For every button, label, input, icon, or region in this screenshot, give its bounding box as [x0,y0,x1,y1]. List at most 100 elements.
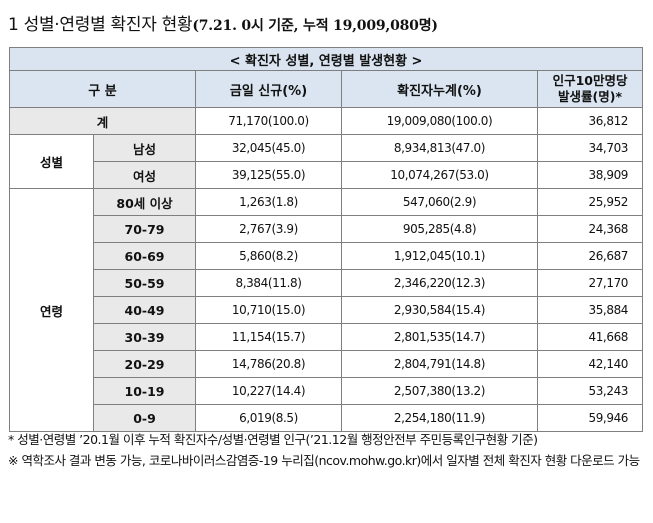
header-cumulative: 확진자누계(%) [341,70,538,108]
age-new-pct: (8.5) [271,411,298,425]
age-row-label: 20-29 [93,350,196,378]
age-cum-value: 1,912,045 [393,249,452,263]
age-new-pct: (14.4) [271,384,306,398]
age-cum-value: 2,254,180 [393,411,452,425]
table-row: 여성 39,125(55.0) 10,074,267(53.0) 38,909 [10,161,644,189]
sex-new-pct: (45.0) [271,141,306,155]
table-row: 성별 남성 32,045(45.0) 8,934,813(47.0) 34,703 [9,134,644,189]
table-row: 50-59 8,384(11.8) 2,346,220(12.3) 27,170 [10,269,644,297]
age-row-label: 50-59 [93,269,196,297]
header-per100k: 인구10만명당 발생률(명)* [536,70,644,108]
age-cum-value: 2,507,380 [393,384,452,398]
sex-cum-pct: (53.0) [455,168,489,182]
table-row: 60-69 5,860(8.2) 1,912,045(10.1) 26,687 [10,242,644,270]
age-row-label: 0-9 [93,404,196,432]
age-rate: 26,687 [536,242,644,270]
age-row-label: 70-79 [93,215,196,243]
table-row: 70-79 2,767(3.9) 905,285(4.8) 24,368 [10,215,644,243]
age-new-pct: (11.8) [267,276,302,290]
table-row: 40-49 10,710(15.0) 2,930,584(15.4) 35,884 [10,296,644,324]
total-new: 71,170 [228,114,268,128]
age-new-value: 2,767 [239,222,272,236]
age-cum-pct: (4.8) [449,222,477,236]
age-cum-value: 2,804,791 [393,357,452,371]
table-row: 20-29 14,786(20.8) 2,804,791(14.8) 42,140 [10,350,644,378]
age-group-label: 연령 [9,188,94,432]
age-cum-value: 905,285 [402,222,450,236]
age-new-pct: (1.8) [271,195,298,209]
age-new-value: 14,786 [231,357,272,371]
age-row-label: 30-39 [93,323,196,351]
age-cum-pct: (11.9) [451,411,486,425]
age-new-pct: (8.2) [271,249,298,263]
age-rate: 41,668 [536,323,644,351]
table-row: 0-9 6,019(8.5) 2,254,180(11.9) 59,946 [10,404,644,432]
title-sub: (7.21. 0시 기준, 누적 19,009,080명) [192,18,438,34]
total-cum-pct: (100.0) [451,114,493,128]
age-row-label: 10-19 [93,377,196,405]
age-cum-value: 2,346,220 [393,276,452,290]
age-new-value: 10,227 [231,384,272,398]
age-cum-pct: (13.2) [451,384,486,398]
age-new-pct: (15.7) [271,330,306,344]
age-row-label: 40-49 [93,296,196,324]
age-new-pct: (20.8) [271,357,306,371]
table-caption: < 확진자 성별, 연령별 발생현황 > [8,47,644,71]
age-cum-pct: (2.9) [449,195,477,209]
sex-new-pct: (55.0) [271,168,306,182]
sex-new-value: 32,045 [231,141,272,155]
header-per100k-line1: 인구10만명당 [552,73,628,88]
age-cum-pct: (15.4) [451,303,486,317]
sex-group-label: 성별 [9,134,94,189]
sex-row-label: 여성 [93,161,196,189]
total-rate: 36,812 [536,107,644,135]
age-rate: 59,946 [536,404,644,432]
age-new-value: 11,154 [231,330,272,344]
age-row-label: 60-69 [93,242,196,270]
sex-rate: 38,909 [536,161,644,189]
footnote-1: * 성별·연령별 ’20.1월 이후 누적 확진자수/성별·연령별 인구(’21… [8,432,538,447]
table-row: 30-39 11,154(15.7) 2,801,535(14.7) 41,668 [10,323,644,351]
sex-new-value: 39,125 [231,168,272,182]
age-row-label: 80세 이상 [93,188,196,216]
age-cum-pct: (10.1) [451,249,486,263]
age-new-pct: (15.0) [271,303,306,317]
total-label: 계 [9,107,196,135]
header-per100k-line2: 발생률(명)* [558,89,622,104]
age-rate: 35,884 [536,296,644,324]
confirmed-cases-table: < 확진자 성별, 연령별 발생현황 > 구 분 금일 신규(%) 확진자누계(… [8,47,644,432]
age-rate: 25,952 [536,188,644,216]
age-cum-value: 2,930,584 [393,303,452,317]
age-new-value: 10,710 [231,303,272,317]
age-cum-pct: (14.7) [451,330,486,344]
footnote-2: ※ 역학조사 결과 변동 가능, 코로나바이러스감염증-19 누리집(ncov.… [8,453,640,468]
table-row-total: 계 71,170(100.0) 19,009,080(100.0) 36,812 [9,107,644,135]
table-row: 연령 80세 이상 1,263(1.8) 547,060(2.9) 25,952 [9,188,644,432]
age-new-value: 6,019 [239,411,272,425]
age-cum-pct: (12.3) [451,276,486,290]
age-new-pct: (3.9) [271,222,298,236]
age-new-value: 1,263 [239,195,272,209]
age-cum-value: 547,060 [402,195,450,209]
age-cum-pct: (14.8) [451,357,486,371]
total-new-pct: (100.0) [267,114,309,128]
sex-cum-value: 10,074,267 [390,168,456,182]
age-rate: 42,140 [536,350,644,378]
header-category: 구 분 [9,70,196,108]
page-title: 1 성별·연령별 확진자 현황(7.21. 0시 기준, 누적 19,009,0… [8,10,438,35]
sex-cum-pct: (47.0) [451,141,486,155]
age-cum-value: 2,801,535 [393,330,452,344]
sex-row-label: 남성 [93,134,196,162]
table-row: 10-19 10,227(14.4) 2,507,380(13.2) 53,243 [10,377,644,405]
footnotes: * 성별·연령별 ’20.1월 이후 누적 확진자수/성별·연령별 인구(’21… [8,429,648,471]
title-main: 1 성별·연령별 확진자 현황 [8,15,193,35]
sex-rate: 34,703 [536,134,644,162]
age-rate: 27,170 [536,269,644,297]
header-new: 금일 신규(%) [195,70,342,108]
age-new-value: 8,384 [235,276,268,290]
total-cum: 19,009,080 [386,114,452,128]
age-rate: 53,243 [536,377,644,405]
age-new-value: 5,860 [239,249,272,263]
sex-cum-value: 8,934,813 [393,141,452,155]
age-rate: 24,368 [536,215,644,243]
